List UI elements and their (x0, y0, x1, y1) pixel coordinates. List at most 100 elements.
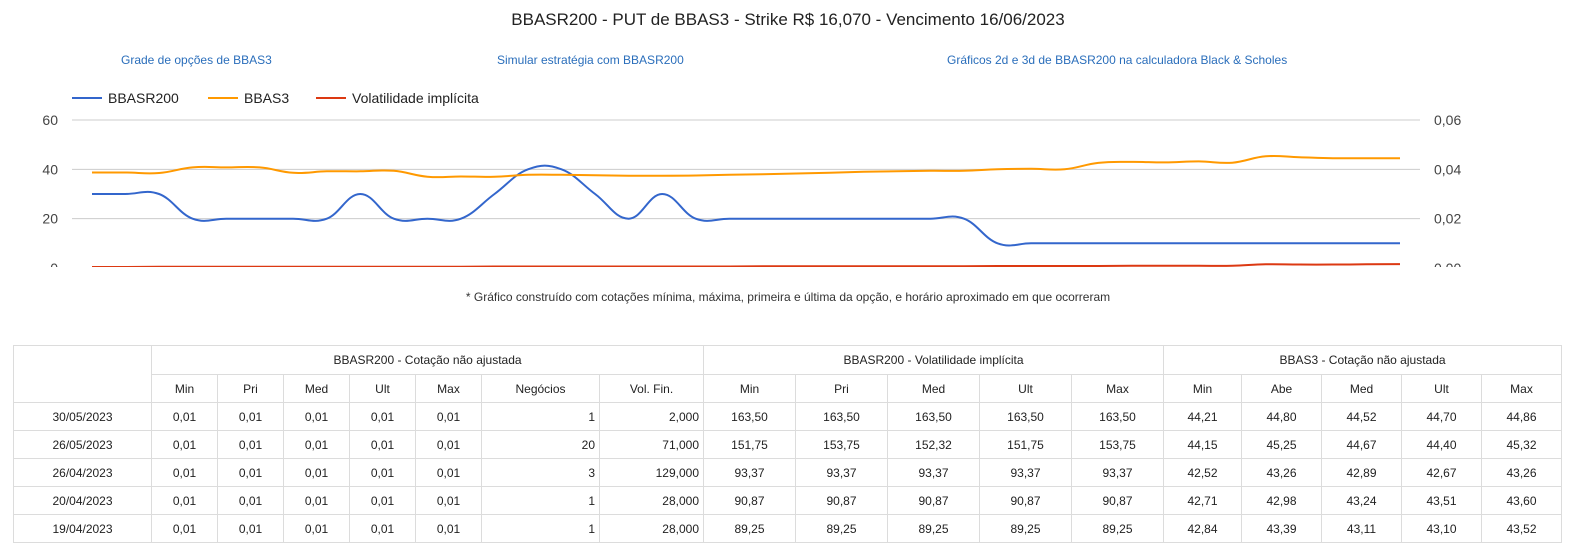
table-row: 26/05/2023 0,01 0,01 0,01 0,01 0,01 20 71,000 15… (13, 430, 1562, 459)
table-cell: 0,01 (151, 514, 218, 543)
legend-item[interactable]: BBAS3 (208, 90, 289, 106)
table-cell: 0,01 (217, 458, 284, 487)
column-headers-row: Min Pri Med Ult Max Negócios Vol. Fin. Min Pri Me… (14, 374, 1562, 403)
table-cell: 163,50 (979, 402, 1072, 431)
table-cell: 89,25 (979, 514, 1072, 543)
table-cell: 0,01 (349, 402, 416, 431)
table-cell: 0,01 (151, 458, 218, 487)
table-cell: 93,37 (979, 458, 1072, 487)
y-right-tick-label: 0,04 (1434, 161, 1461, 177)
table-cell: 0,01 (283, 402, 350, 431)
row-date: 19/04/2023 (13, 514, 152, 543)
table-cell: 42,52 (1163, 458, 1242, 487)
table-cell: 163,50 (1071, 402, 1164, 431)
group-header-option-price: BBASR200 - Cotação não ajustada (151, 345, 704, 375)
series-line-0 (92, 164, 1400, 247)
table-cell: 1 (481, 486, 600, 515)
table-row: 30/05/2023 0,01 0,01 0,01 0,01 0,01 1 2,000 163,… (13, 402, 1562, 431)
table-cell: 1 (481, 402, 600, 431)
column-header: Max (1481, 374, 1562, 403)
y-right-tick-label: 0,00 (1434, 260, 1461, 275)
row-date: 20/04/2023 (13, 486, 152, 515)
table-cell: 151,75 (703, 430, 796, 459)
table-row: 19/04/2023 0,01 0,01 0,01 0,01 0,01 1 28,000 89,… (13, 514, 1562, 543)
table-cell: 0,01 (217, 402, 284, 431)
page-title: BBASR200 - PUT de BBAS3 - Strike R$ 16,0… (511, 10, 1065, 29)
chart-footnote: * Gráfico construído com cotações mínima… (465, 290, 1111, 304)
quotes-table: BBASR200 - Cotação não ajustada BBASR200… (13, 345, 1562, 543)
table-cell: 28,000 (599, 486, 704, 515)
chart-axis-ticks: 60 0,06 40 0,04 20 0,02 0 0,00 (42, 112, 1461, 275)
column-header: Pri (795, 374, 888, 403)
black-scholes-charts-link[interactable]: Gráficos 2d e 3d de BBASR200 na calculad… (947, 53, 1288, 67)
table-cell: 90,87 (887, 486, 980, 515)
table-cell: 0,01 (349, 458, 416, 487)
legend-item[interactable]: Volatilidade implícita (316, 90, 479, 106)
simulate-strategy-link[interactable]: Simular estratégia com BBASR200 (497, 53, 684, 67)
table-cell: 44,70 (1401, 402, 1482, 431)
table-cell: 89,25 (703, 514, 796, 543)
table-cell: 0,01 (349, 430, 416, 459)
table-cell: 0,01 (415, 514, 482, 543)
legend-item[interactable]: BBASR200 (72, 90, 179, 106)
table-cell: 43,10 (1401, 514, 1482, 543)
table-cell: 89,25 (887, 514, 980, 543)
table-cell: 0,01 (283, 458, 350, 487)
table-cell: 2,000 (599, 402, 704, 431)
column-header: Pri (217, 374, 284, 403)
quotes-table-body: 30/05/2023 0,01 0,01 0,01 0,01 0,01 1 2,000 163,… (13, 402, 1562, 543)
table-cell: 42,71 (1163, 486, 1242, 515)
chart-plot-area (91, 154, 1401, 267)
group-header-implied-vol: BBASR200 - Volatilidade implícita (703, 345, 1164, 375)
table-cell: 90,87 (1071, 486, 1164, 515)
column-header: Ult (1401, 374, 1482, 403)
table-cell: 0,01 (349, 486, 416, 515)
table-cell: 43,51 (1401, 486, 1482, 515)
column-header: Med (887, 374, 980, 403)
price-chart: BBASR200 BBAS3 Volatilidade implícita 60 0,… (42, 90, 1461, 275)
table-cell: 0,01 (283, 514, 350, 543)
table-cell: 89,25 (795, 514, 888, 543)
y-left-tick-label: 40 (42, 161, 58, 177)
column-header: Ult (979, 374, 1072, 403)
table-cell: 42,84 (1163, 514, 1242, 543)
table-cell: 43,26 (1481, 458, 1562, 487)
table-cell: 93,37 (703, 458, 796, 487)
column-header: Ult (349, 374, 416, 403)
chart-grid (72, 119, 1420, 220)
table-cell: 0,01 (415, 486, 482, 515)
series-line-2 (92, 263, 1401, 267)
table-cell: 0,01 (283, 486, 350, 515)
table-cell: 43,26 (1241, 458, 1322, 487)
table-cell: 129,000 (599, 458, 704, 487)
y-right-tick-label: 0,02 (1434, 211, 1461, 227)
options-grid-link[interactable]: Grade de opções de BBAS3 (121, 53, 272, 67)
legend-label: Volatilidade implícita (352, 90, 479, 106)
column-header: Min (1163, 374, 1242, 403)
table-cell: 1 (481, 514, 600, 543)
table-row: 26/04/2023 0,01 0,01 0,01 0,01 0,01 3 129,000 93… (13, 458, 1562, 487)
table-cell: 163,50 (887, 402, 980, 431)
table-cell: 163,50 (795, 402, 888, 431)
y-left-tick-label: 60 (42, 112, 58, 128)
table-cell: 90,87 (795, 486, 888, 515)
table-cell: 0,01 (217, 430, 284, 459)
table-cell: 163,50 (703, 402, 796, 431)
table-cell: 44,52 (1321, 402, 1402, 431)
table-cell: 45,32 (1481, 430, 1562, 459)
table-cell: 89,25 (1071, 514, 1164, 543)
table-cell: 42,89 (1321, 458, 1402, 487)
table-cell: 0,01 (151, 430, 218, 459)
y-left-tick-label: 20 (42, 211, 58, 227)
table-cell: 3 (481, 458, 600, 487)
column-header: Med (283, 374, 350, 403)
table-cell: 43,52 (1481, 514, 1562, 543)
table-cell: 43,11 (1321, 514, 1402, 543)
table-cell: 42,98 (1241, 486, 1322, 515)
table-cell: 0,01 (415, 458, 482, 487)
column-header: Max (415, 374, 482, 403)
table-cell: 45,25 (1241, 430, 1322, 459)
table-cell: 44,15 (1163, 430, 1242, 459)
table-cell: 0,01 (217, 514, 284, 543)
date-header (13, 345, 152, 403)
